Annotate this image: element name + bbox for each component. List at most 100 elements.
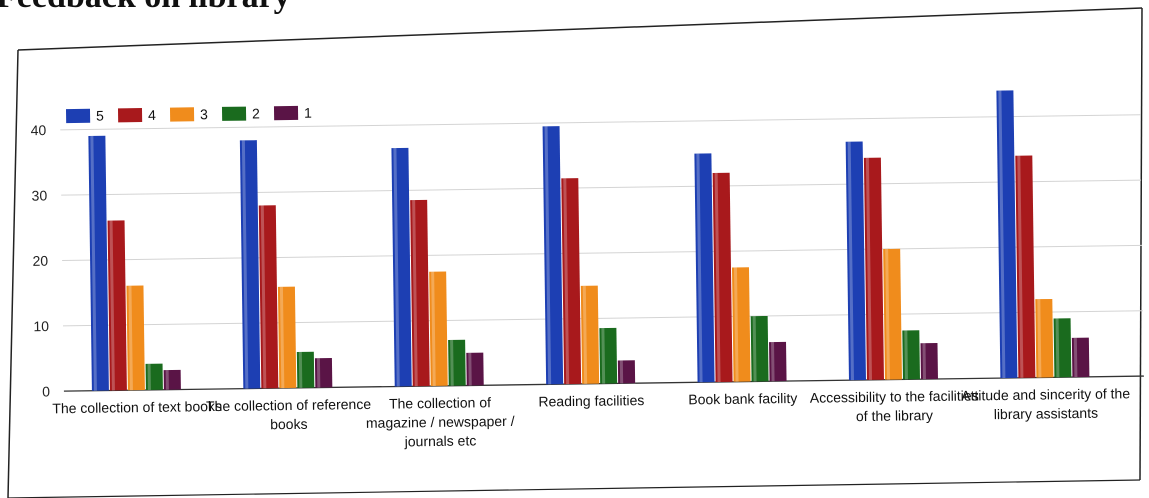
bar <box>258 205 279 389</box>
x-tick-label: Book bank facility <box>688 390 797 408</box>
x-tick-label-line: The collection of <box>389 394 491 411</box>
y-tick-label: 40 <box>31 122 47 138</box>
gridline <box>60 114 1141 131</box>
bar-highlight <box>316 358 321 388</box>
legend-label: 4 <box>148 107 156 123</box>
bar-highlight <box>260 205 267 389</box>
bar <box>448 339 466 386</box>
bar <box>239 140 261 389</box>
legend-swatch <box>221 106 247 121</box>
bar <box>694 153 715 383</box>
bar <box>1053 318 1072 378</box>
bar <box>88 135 109 391</box>
bar-highlight <box>865 157 872 380</box>
bar <box>863 157 884 380</box>
x-tick-label-line: of the library <box>856 407 933 424</box>
bar-highlight <box>412 200 418 387</box>
x-tick-label-line: library assistants <box>994 405 1098 422</box>
bar-highlight <box>904 330 908 380</box>
x-tick-label: The collection of text books <box>52 398 222 416</box>
bar <box>391 147 412 387</box>
bar <box>542 126 564 385</box>
bar <box>712 172 733 383</box>
bar <box>731 267 751 382</box>
bar <box>617 360 636 384</box>
x-tick-label: The collection of magazine / newspaper /j… <box>366 394 515 450</box>
bar-highlight <box>601 328 606 384</box>
bar-highlight <box>241 140 249 389</box>
bar <box>410 199 430 387</box>
legend-swatch <box>117 108 143 123</box>
y-tick-label: 0 <box>42 383 50 399</box>
x-tick-label-line: The collection of text books <box>52 398 222 416</box>
bar <box>920 343 938 380</box>
page-heading: Feedback on library <box>0 0 291 16</box>
bar <box>314 358 333 388</box>
bar-highlight <box>998 90 1006 379</box>
bar <box>466 352 484 386</box>
bar-highlight <box>771 342 775 382</box>
gridline <box>61 179 1142 196</box>
bar-highlight <box>468 352 472 386</box>
legend-swatch <box>65 108 91 124</box>
bar <box>296 351 315 388</box>
bar <box>883 248 902 380</box>
bar <box>126 285 145 391</box>
bar <box>107 220 127 391</box>
x-tick-label-line: magazine / newspaper / <box>366 413 515 431</box>
x-tick-label: The collection of reference books <box>206 396 372 433</box>
bar-highlight <box>147 363 151 390</box>
x-tick-label-line: The collection of reference <box>206 396 371 414</box>
gridline <box>63 310 1143 327</box>
bar <box>996 90 1018 379</box>
bar-highlight <box>582 285 588 384</box>
bar-highlight <box>733 267 739 382</box>
chart-border <box>7 7 1143 498</box>
x-tick-label: Reading facilities <box>538 392 644 409</box>
bar <box>1071 337 1090 378</box>
bar-highlight <box>431 271 436 386</box>
bar-highlight <box>90 135 97 391</box>
x-tick-label-line: books <box>270 416 308 433</box>
bar-highlight <box>714 172 721 383</box>
legend-label: 2 <box>252 105 260 121</box>
bar <box>561 178 582 385</box>
bar-highlight <box>109 220 115 391</box>
y-tick-label: 30 <box>31 187 47 203</box>
bar <box>769 341 787 382</box>
legend-label: 1 <box>304 105 312 121</box>
gridline <box>62 244 1142 261</box>
bar <box>750 315 769 382</box>
bar <box>1015 155 1036 378</box>
bar <box>580 285 600 384</box>
bar <box>845 141 866 381</box>
x-tick-label: Accessibility to the facilities of the li… <box>810 387 979 424</box>
bar <box>429 271 448 387</box>
bar-highlight <box>393 148 400 387</box>
legend-swatch <box>273 105 299 121</box>
bar-highlight <box>544 126 552 385</box>
bar-highlight <box>128 285 133 391</box>
x-tick-label-line: Reading facilities <box>538 392 644 409</box>
x-tick-label: Attitude and sincerity of the library ass… <box>961 385 1131 422</box>
legend-swatch <box>169 107 195 122</box>
bar-highlight <box>1055 318 1060 378</box>
bar <box>145 363 163 391</box>
y-tick-label: 20 <box>32 253 48 269</box>
bar <box>277 286 297 389</box>
x-tick-label-line: journals etc <box>404 432 477 449</box>
bar-highlight <box>1037 299 1042 378</box>
bar <box>1035 298 1054 378</box>
bar-highlight <box>1073 337 1078 378</box>
bar-highlight <box>165 370 169 390</box>
y-tick-label: 10 <box>33 318 49 334</box>
bar-highlight <box>1017 155 1024 378</box>
bar <box>163 369 181 390</box>
bar <box>599 327 618 384</box>
legend-label: 5 <box>96 108 104 124</box>
bar-highlight <box>885 248 890 380</box>
bar-highlight <box>450 339 454 386</box>
bar-highlight <box>847 141 854 381</box>
bar-highlight <box>619 360 624 384</box>
